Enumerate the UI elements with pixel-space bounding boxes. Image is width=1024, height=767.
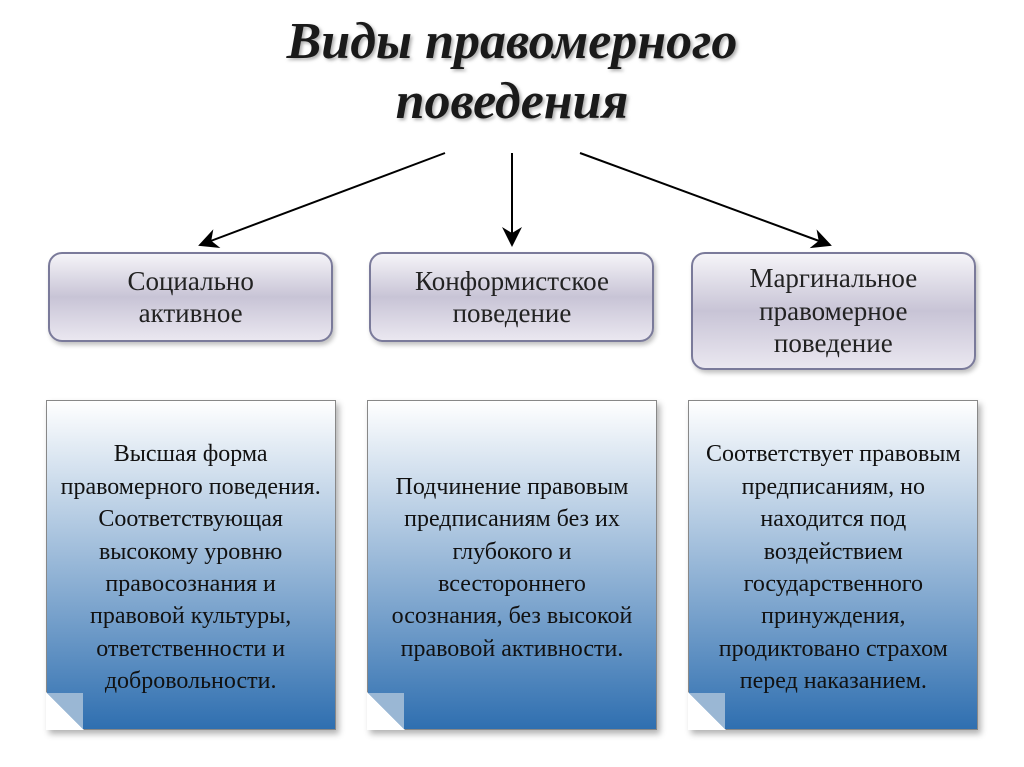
- desc-marginal: Соответствует правовым предписаниям, но …: [688, 400, 978, 730]
- pill-conformist: Конформистскоеповедение: [369, 252, 654, 342]
- pill-marginal: Маргинальноеправомерноеповедение: [691, 252, 976, 370]
- title-line-1: Виды правомерного: [287, 13, 738, 70]
- title-line-2: поведения: [396, 73, 629, 130]
- desc-text-3: Соответствует правовым предписаниям, но …: [701, 438, 965, 697]
- branch-arrows: [0, 145, 1024, 265]
- desc-social-active: Высшая форма правомерного поведения. Соо…: [46, 400, 336, 730]
- pill-row: Социальноактивное Конформистскоеповедени…: [0, 252, 1024, 370]
- column-2: Конформистскоеповедение: [362, 252, 662, 370]
- slide-title: Виды правомерного поведения: [0, 0, 1024, 132]
- desc-conformist: Подчинение правовым предписаниям без их …: [367, 400, 657, 730]
- desc-text-2: Подчинение правовым предписаниям без их …: [380, 471, 644, 665]
- page-curl-icon: [47, 693, 83, 729]
- column-1: Социальноактивное: [41, 252, 341, 370]
- page-curl-icon: [689, 693, 725, 729]
- page-curl-icon: [368, 693, 404, 729]
- desc-text-1: Высшая форма правомерного поведения. Соо…: [59, 438, 323, 697]
- pill-social-active: Социальноактивное: [48, 252, 333, 342]
- description-row: Высшая форма правомерного поведения. Соо…: [0, 400, 1024, 730]
- column-3: Маргинальноеправомерноеповедение: [683, 252, 983, 370]
